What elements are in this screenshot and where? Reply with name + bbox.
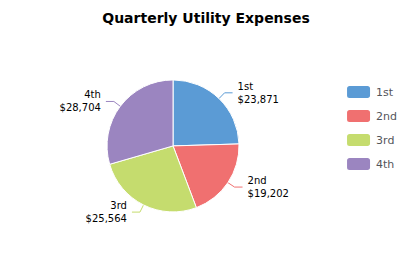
svg-text:$25,564: $25,564	[86, 213, 127, 224]
svg-text:2nd: 2nd	[248, 175, 267, 186]
svg-text:1st: 1st	[376, 86, 394, 99]
svg-text:2nd: 2nd	[376, 110, 397, 123]
svg-text:4th: 4th	[376, 158, 394, 171]
svg-text:3rd: 3rd	[376, 134, 394, 147]
svg-text:$23,871: $23,871	[238, 94, 279, 105]
svg-text:$19,202: $19,202	[248, 188, 289, 199]
svg-text:Quarterly Utility Expenses: Quarterly Utility Expenses	[102, 10, 310, 26]
svg-text:1st: 1st	[238, 81, 254, 92]
svg-text:$28,704: $28,704	[60, 102, 101, 113]
svg-text:3rd: 3rd	[110, 200, 127, 211]
svg-text:4th: 4th	[84, 89, 101, 100]
